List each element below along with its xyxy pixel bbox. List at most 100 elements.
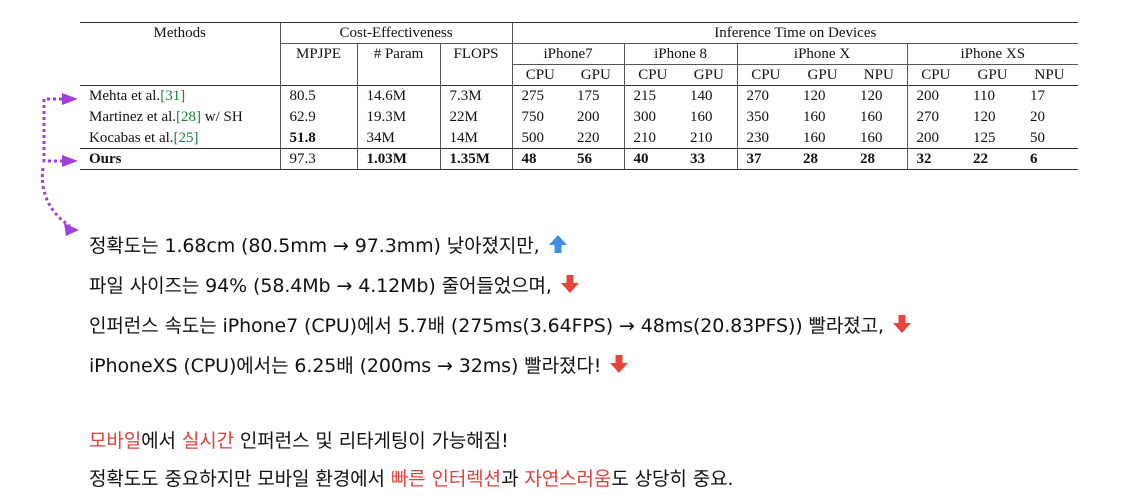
time-cell: 120 <box>973 109 996 125</box>
method-cell: Kocabas et al.[25] <box>89 129 199 146</box>
header-cost-effectiveness: Cost-Effectiveness <box>279 22 513 44</box>
param-cell: 1.03M <box>356 148 440 170</box>
flops-cell: 14M <box>439 127 513 149</box>
results-table: Methods Cost-Effectiveness Inference Tim… <box>80 22 1079 170</box>
pointer-arrow-icon <box>64 223 79 236</box>
time-cell: 210 <box>690 129 713 146</box>
header-unit: NPU <box>1034 67 1065 83</box>
time-cell: 120 <box>851 85 908 107</box>
time-cell: 28 <box>794 148 852 170</box>
header-mpjpe: MPJPE <box>279 43 357 65</box>
arrow-down-icon <box>610 355 629 373</box>
header-unit: CPU <box>906 64 965 86</box>
time-cell: 270 <box>906 106 965 128</box>
header-device-iphone7: iPhone7 <box>511 43 625 65</box>
time-cell: 275 <box>511 85 569 107</box>
connector-line <box>40 167 71 228</box>
note-file-size: 파일 사이즈는 94% (58.4Mb → 4.12Mb) 줄어들었으며, <box>89 271 580 298</box>
citation-link[interactable]: [31] <box>160 88 186 105</box>
note-inference-iphonexs: iPhoneXS (CPU)에서는 6.25배 (200ms → 32ms) 빨… <box>89 351 629 378</box>
mpjpe-cell: 80.5 <box>279 85 357 107</box>
table-row: Martinez et al.[28] w/ SH 62.9 19.3M 22M… <box>80 106 1078 128</box>
time-cell: 20 <box>1030 109 1046 125</box>
header-unit: CPU <box>623 64 682 86</box>
method-cell: Mehta et al.[31] <box>80 85 280 107</box>
time-cell: 28 <box>851 148 908 170</box>
time-cell: 22 <box>964 148 1022 170</box>
flops-cell: 1.35M <box>439 148 513 170</box>
time-cell: 350 <box>736 106 795 128</box>
table-row-ours: Ours 97.3 1.03M 1.35M 48 56 40 33 37 28 … <box>80 148 1079 170</box>
time-cell: 160 <box>860 109 883 125</box>
time-cell: 160 <box>803 129 826 146</box>
header-unit: GPU <box>580 67 611 83</box>
arrow-down-icon <box>892 315 911 333</box>
time-cell: 33 <box>681 148 738 170</box>
time-cell: 175 <box>568 85 625 107</box>
flops-cell: 22M <box>439 106 513 128</box>
method-cell: Martinez et al.[28] w/ SH <box>89 109 243 125</box>
time-cell: 215 <box>623 85 682 107</box>
header-param: # Param <box>356 43 440 65</box>
time-cell: 300 <box>623 106 682 128</box>
time-cell: 6 <box>1021 148 1079 170</box>
time-cell: 160 <box>860 129 883 146</box>
pointer-arrow-icon <box>62 93 78 105</box>
time-cell: 270 <box>736 85 795 107</box>
time-cell: 48 <box>511 148 569 170</box>
header-device-iphonexs: iPhone XS <box>906 43 1079 65</box>
time-cell: 750 <box>511 106 569 128</box>
citation-link[interactable]: [28] <box>176 109 202 125</box>
time-cell: 37 <box>736 148 795 170</box>
time-cell: 17 <box>1021 85 1079 107</box>
time-cell: 160 <box>690 109 713 125</box>
header-unit: CPU <box>736 64 795 86</box>
connector-line <box>42 97 68 163</box>
param-cell: 14.6M <box>356 85 440 107</box>
time-cell: 210 <box>623 127 682 149</box>
note-inference-iphone7: 인퍼런스 속도는 iPhone7 (CPU)에서 5.7배 (275ms(3.6… <box>89 311 912 338</box>
time-cell: 56 <box>568 148 625 170</box>
header-unit: NPU <box>863 67 894 83</box>
citation-link[interactable]: [25] <box>173 129 199 146</box>
time-cell: 140 <box>681 85 738 107</box>
header-device-iphonex: iPhone X <box>736 43 908 65</box>
header-unit: CPU <box>511 64 569 86</box>
arrow-up-icon <box>548 235 567 253</box>
time-cell: 200 <box>906 85 965 107</box>
flops-cell: 7.3M <box>439 85 513 107</box>
param-cell: 34M <box>356 127 440 149</box>
table-row: Mehta et al.[31] 80.5 14.6M 7.3M 275 175… <box>80 85 1079 107</box>
summary-realtime: 모바일에서 실시간 인퍼런스 및 리타게팅이 가능해짐! <box>89 430 509 452</box>
time-cell: 110 <box>964 85 1022 107</box>
time-cell: 230 <box>736 127 795 149</box>
time-cell: 500 <box>511 127 569 149</box>
time-cell: 40 <box>623 148 682 170</box>
header-flops: FLOPS <box>439 43 513 65</box>
mpjpe-cell: 97.3 <box>279 148 357 170</box>
time-cell: 125 <box>973 129 996 146</box>
summary-importance: 정확도도 중요하지만 모바일 환경에서 빠른 인터렉션과 자연스러움도 상당히 … <box>89 468 734 490</box>
mpjpe-cell: 62.9 <box>279 106 357 128</box>
header-inference-time: Inference Time on Devices <box>511 22 1079 44</box>
note-accuracy: 정확도는 1.68cm (80.5mm → 97.3mm) 낮아졌지만, <box>89 231 568 258</box>
time-cell: 120 <box>794 85 852 107</box>
time-cell: 200 <box>577 109 600 125</box>
table-row: Kocabas et al.[25] 51.8 34M 14M 500 220 … <box>80 127 1078 149</box>
arrow-down-icon <box>560 275 579 293</box>
header-device-iphone8: iPhone 8 <box>623 43 738 65</box>
method-cell: Ours <box>80 148 280 170</box>
header-unit: GPU <box>977 67 1008 83</box>
time-cell: 220 <box>577 129 600 146</box>
mpjpe-cell: 51.8 <box>279 127 357 149</box>
time-cell: 32 <box>906 148 965 170</box>
header-unit: GPU <box>693 67 724 83</box>
time-cell: 200 <box>906 127 965 149</box>
param-cell: 19.3M <box>356 106 440 128</box>
time-cell: 50 <box>1030 129 1046 146</box>
header-methods: Methods <box>80 22 280 44</box>
time-cell: 160 <box>803 109 826 125</box>
pointer-arrow-icon <box>62 155 78 167</box>
header-unit: GPU <box>807 67 838 83</box>
